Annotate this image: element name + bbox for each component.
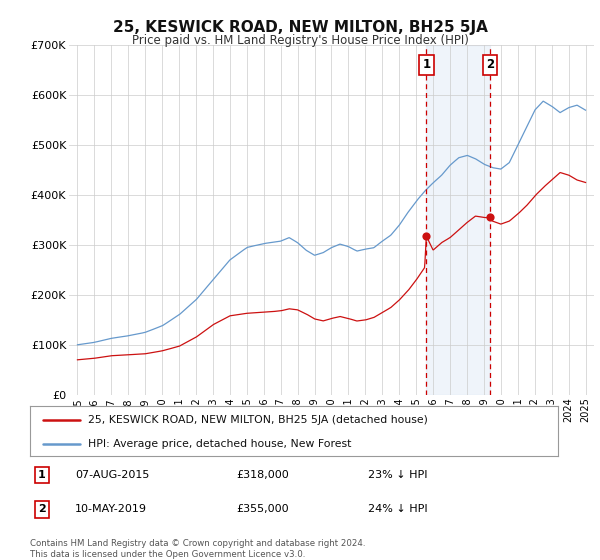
Text: 24% ↓ HPI: 24% ↓ HPI bbox=[368, 505, 428, 515]
Text: HPI: Average price, detached house, New Forest: HPI: Average price, detached house, New … bbox=[88, 439, 352, 449]
Text: 10-MAY-2019: 10-MAY-2019 bbox=[75, 505, 147, 515]
Point bbox=[485, 213, 495, 222]
Text: 1: 1 bbox=[422, 58, 430, 71]
Text: 1: 1 bbox=[38, 470, 46, 480]
Text: 2: 2 bbox=[486, 58, 494, 71]
Text: Price paid vs. HM Land Registry's House Price Index (HPI): Price paid vs. HM Land Registry's House … bbox=[131, 34, 469, 46]
Point bbox=[422, 231, 431, 240]
Text: Contains HM Land Registry data © Crown copyright and database right 2024.
This d: Contains HM Land Registry data © Crown c… bbox=[30, 539, 365, 559]
Text: 25, KESWICK ROAD, NEW MILTON, BH25 5JA (detached house): 25, KESWICK ROAD, NEW MILTON, BH25 5JA (… bbox=[88, 414, 428, 424]
Text: 25, KESWICK ROAD, NEW MILTON, BH25 5JA: 25, KESWICK ROAD, NEW MILTON, BH25 5JA bbox=[113, 20, 487, 35]
Text: 23% ↓ HPI: 23% ↓ HPI bbox=[368, 470, 427, 480]
Text: £355,000: £355,000 bbox=[236, 505, 289, 515]
Bar bbox=[427, 45, 490, 395]
Text: 07-AUG-2015: 07-AUG-2015 bbox=[75, 470, 149, 480]
Text: 2: 2 bbox=[38, 505, 46, 515]
Text: £318,000: £318,000 bbox=[236, 470, 289, 480]
